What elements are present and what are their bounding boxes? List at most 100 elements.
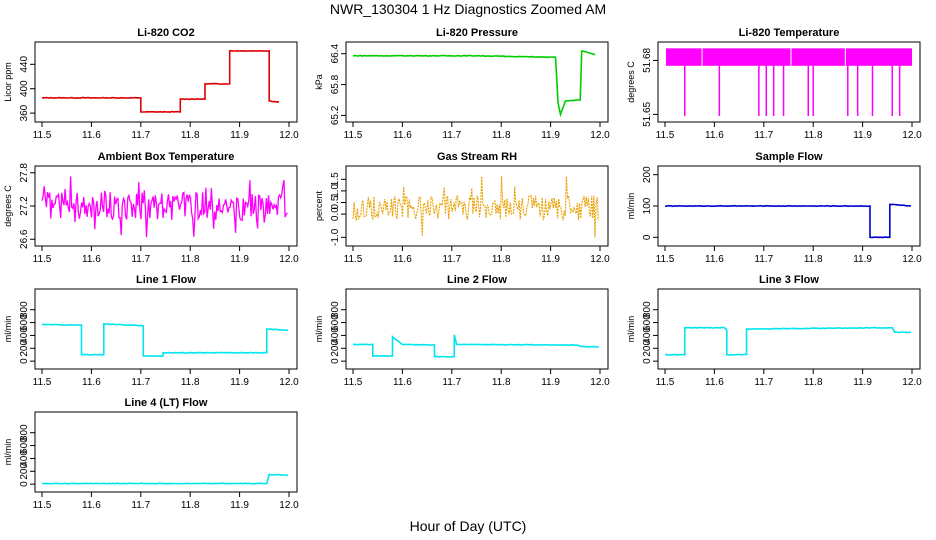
y-tick-label: 0 [642, 358, 653, 364]
x-tick-label: 11.6 [705, 377, 724, 388]
y-tick-label: 0.5 [330, 195, 341, 209]
y-tick-label: 27.2 [19, 196, 30, 216]
x-tick-label: 11.5 [33, 377, 52, 388]
x-tick-label: 11.6 [393, 254, 412, 265]
y-tick-label: 0 [642, 234, 653, 240]
y-tick-label: 200 [642, 166, 653, 183]
x-tick-label: 11.9 [230, 254, 249, 265]
x-tick-label: 11.9 [541, 377, 560, 388]
x-tick-label: 11.9 [541, 130, 560, 141]
panel-6: Sample Flow 11.5 11.6 11.7 11.8 11.9 12.0 0 100 2… [626, 151, 922, 265]
panel-3: Li-820 Temperature 11.5 11.6 11.7 11.8 11.9 12… [626, 27, 922, 141]
x-tick-label: 11.9 [853, 254, 872, 265]
x-tick-label: 11.7 [442, 377, 461, 388]
panel-1: Li-820 CO2 11.5 11.6 11.7 11.8 11.9 12.0 360 400… [3, 27, 299, 141]
x-tick-label: 11.7 [754, 377, 773, 388]
y-tick-label: 800 [642, 301, 653, 318]
panel-title: Li-820 CO2 [137, 27, 194, 39]
y-tick-label: 360 [19, 104, 30, 121]
y-tick-label: 26.6 [19, 229, 30, 249]
x-tick-label: 11.5 [33, 500, 52, 511]
figure-title: NWR_130304 1 Hz Diagnostics Zoomed AM [329, 1, 607, 17]
y-tick-label: 400 [330, 327, 341, 344]
x-tick-label: 11.6 [82, 130, 101, 141]
x-tick-label: 11.8 [492, 254, 511, 265]
y-tick-label: 51.68 [642, 47, 653, 72]
y-tick-label: 600 [19, 314, 30, 331]
data-layer [352, 50, 596, 118]
x-tick-label: 11.6 [705, 130, 724, 141]
x-tick-label: 11.7 [131, 500, 150, 511]
data-layer [41, 322, 288, 358]
data-layer [666, 48, 913, 116]
x-axis-title: Hour of Day (UTC) [409, 518, 527, 534]
x-tick-label: 12.0 [590, 254, 610, 265]
plot-frame [345, 41, 609, 123]
data-layer [664, 203, 912, 239]
x-tick-label: 12.0 [902, 377, 922, 388]
x-tick-label: 12.0 [902, 254, 922, 265]
y-tick-label: 600 [19, 437, 30, 454]
x-tick-label: 11.6 [82, 377, 101, 388]
y-axis-label: ml/min [3, 316, 13, 343]
series-line [42, 473, 289, 485]
series-line [352, 176, 599, 238]
plot-frame [34, 41, 298, 123]
y-tick-label: 65.2 [330, 105, 341, 125]
y-axis-label: ml/min [626, 193, 636, 220]
panel-10: Line 4 (LT) Flow 11.5 11.6 11.7 11.8 11.9 12.0… [3, 397, 299, 511]
y-tick-label: 800 [330, 301, 341, 318]
x-tick-label: 11.8 [181, 130, 200, 141]
x-tick-label: 11.5 [656, 377, 675, 388]
y-tick-label: 200 [19, 340, 30, 357]
panel-5: Gas Stream RH 11.5 11.6 11.7 11.8 11.9 12.0 -1.… [314, 151, 610, 265]
y-tick-label: 27.8 [19, 163, 30, 183]
panel-title: Ambient Box Temperature [98, 151, 235, 163]
y-tick-label: 100 [642, 197, 653, 214]
y-tick-label: 1.0 [330, 184, 341, 198]
x-tick-label: 11.6 [705, 254, 724, 265]
x-tick-label: 12.0 [590, 377, 610, 388]
x-tick-label: 11.6 [82, 254, 101, 265]
x-tick-label: 11.7 [442, 130, 461, 141]
y-tick-label: 440 [19, 56, 30, 73]
x-tick-label: 11.7 [131, 254, 150, 265]
data-layer [664, 326, 912, 356]
y-axis-label: degrees C [626, 61, 636, 103]
series-line [664, 203, 912, 239]
x-tick-label: 11.8 [181, 254, 200, 265]
y-tick-label: 600 [330, 314, 341, 331]
y-axis-label: percent [314, 190, 324, 221]
panel-title: Li-820 Temperature [739, 27, 840, 39]
y-tick-label: 800 [19, 424, 30, 441]
x-tick-label: 11.5 [33, 130, 52, 141]
x-tick-label: 11.5 [344, 130, 363, 141]
x-tick-label: 11.9 [853, 130, 872, 141]
x-tick-label: 11.7 [442, 254, 461, 265]
x-tick-label: 12.0 [279, 500, 299, 511]
series-line [352, 50, 596, 118]
x-tick-label: 12.0 [590, 130, 610, 141]
plot-frame [345, 288, 609, 370]
y-tick-label: 600 [642, 314, 653, 331]
value-band [666, 48, 913, 66]
panel-title: Line 2 Flow [447, 274, 507, 286]
x-tick-label: 11.8 [804, 130, 823, 141]
y-axis-label: ml/min [3, 439, 13, 466]
plot-frame [34, 288, 298, 370]
x-tick-label: 11.7 [131, 377, 150, 388]
y-tick-label: 400 [642, 327, 653, 344]
x-tick-label: 11.9 [853, 377, 872, 388]
panel-title: Li-820 Pressure [436, 27, 518, 39]
x-tick-label: 11.6 [82, 500, 101, 511]
panel-title: Line 1 Flow [136, 274, 196, 286]
y-tick-label: 0 [330, 358, 341, 364]
x-tick-label: 11.8 [181, 377, 200, 388]
x-tick-label: 11.6 [393, 130, 412, 141]
data-layer [352, 334, 599, 358]
x-tick-label: 12.0 [279, 130, 299, 141]
series-line [664, 326, 912, 356]
panel-title: Line 4 (LT) Flow [125, 397, 208, 409]
x-tick-label: 12.0 [902, 130, 922, 141]
